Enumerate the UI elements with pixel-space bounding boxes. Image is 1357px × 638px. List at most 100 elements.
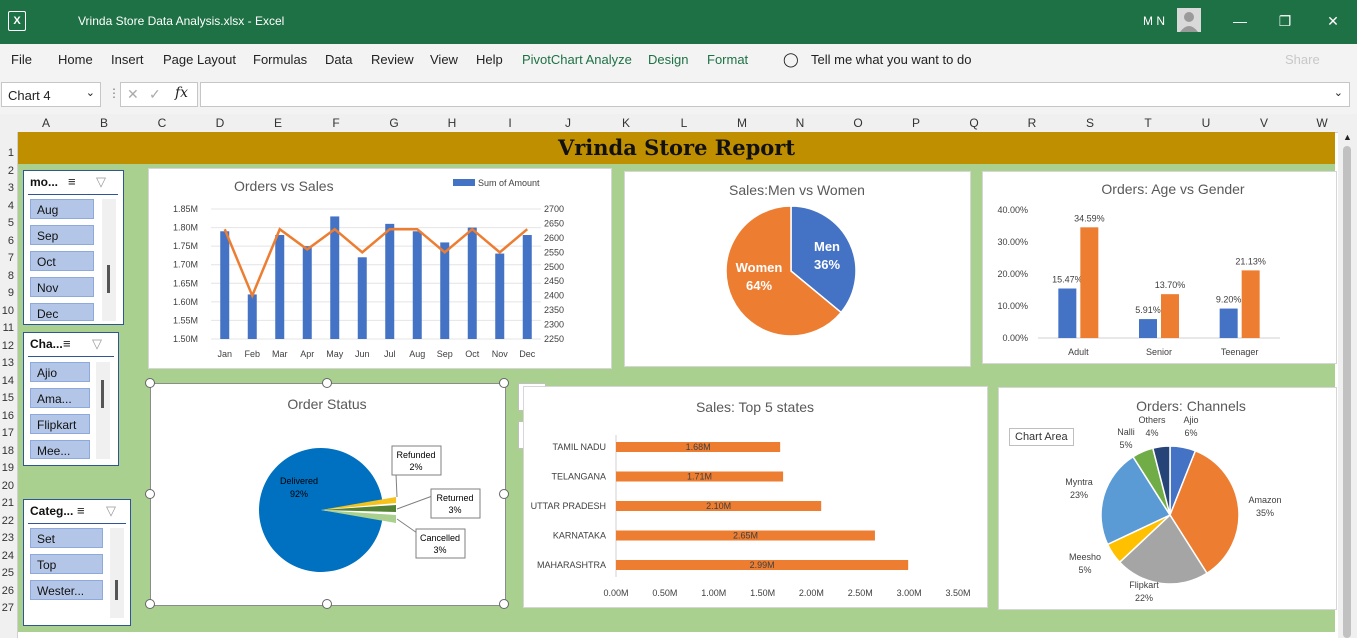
tab-help[interactable]: Help [476,52,503,67]
tab-page-layout[interactable]: Page Layout [163,52,237,67]
column-header[interactable]: L [680,116,688,130]
row-header[interactable]: 17 [1,427,14,439]
column-header[interactable]: G [389,116,399,130]
row-header[interactable]: 27 [1,602,14,614]
row-header[interactable]: 23 [1,532,14,544]
slicer-item[interactable]: Sep [30,225,94,245]
column-header[interactable]: B [99,116,108,130]
column-header[interactable]: W [1316,116,1328,130]
tab-design[interactable]: Design [648,52,689,67]
row-header[interactable]: 1 [7,147,14,159]
column-header[interactable]: Q [969,116,979,130]
column-header[interactable]: U [1201,116,1211,130]
avatar[interactable] [1177,8,1201,32]
column-header[interactable]: C [157,116,167,130]
resize-handle[interactable] [499,599,509,609]
tab-data[interactable]: Data [325,52,353,67]
column-header[interactable]: O [853,116,863,130]
column-header[interactable]: K [621,116,630,130]
row-header[interactable]: 16 [1,409,14,422]
column-header[interactable]: E [273,116,282,130]
column-header[interactable]: H [447,116,457,130]
row-header[interactable]: 24 [1,549,14,562]
scroll-thumb[interactable] [1343,146,1351,638]
resize-handle[interactable] [145,599,155,609]
chart-sales-top-states[interactable]: Sales: Top 5 states TAMIL NADU 1.68M TELAN… [523,386,988,608]
formula-input[interactable]: ⌄ [200,82,1350,107]
slicer-item[interactable]: Nov [30,277,94,297]
close-icon[interactable]: ✕ [1327,13,1339,29]
chart-order-status[interactable]: Order Status Delivered 92% Refunded 2% Retur… [150,383,506,606]
expand-formula-icon[interactable]: ⌄ [1333,87,1343,99]
resize-handle[interactable] [322,599,332,609]
column-header[interactable]: A [41,116,50,130]
row-header[interactable]: 18 [1,444,14,457]
confirm-icon[interactable]: ✓ [149,86,161,102]
tab-home[interactable]: Home [58,52,93,67]
scroll-thumb[interactable] [101,380,104,408]
slicer-item[interactable]: Mee... [30,440,90,459]
slicer-item[interactable]: Aug [30,199,94,219]
column-header[interactable]: F [332,116,340,130]
slicer-scrollbar[interactable] [96,362,110,459]
slicer-scrollbar[interactable] [110,528,124,618]
resize-handle[interactable] [499,378,509,388]
slicer-scrollbar[interactable] [102,199,116,321]
slicer-month[interactable]: mo... ≡ ▽ Aug Sep Oct Nov Dec [23,170,124,325]
resize-handle[interactable] [499,488,509,499]
multi-select-icon[interactable]: ≡ [77,503,85,518]
tab-formulas[interactable]: Formulas [253,52,308,67]
chart-orders-channels[interactable]: Orders: Channels Ajio 6% Amazon 35% Flipkart… [998,387,1337,610]
column-header[interactable]: R [1027,116,1037,130]
scroll-up-icon[interactable]: ▲ [1343,132,1352,142]
clear-filter-icon[interactable]: ▽ [106,503,116,518]
slicer-item[interactable]: Set [30,528,103,548]
tab-pivotchart-analyze[interactable]: PivotChart Analyze [522,52,632,67]
slicer-item[interactable]: Top [30,554,103,574]
user-initials[interactable]: M N [1143,14,1165,28]
slicer-item[interactable]: Wester... [30,580,103,600]
row-header[interactable]: 22 [1,514,14,527]
clear-filter-icon[interactable]: ▽ [96,174,106,189]
row-header[interactable]: 11 [2,322,14,334]
row-header[interactable]: 13 [1,357,14,369]
chart-orders-vs-sales[interactable]: Orders vs Sales Sum of Amount 1.50M 1.55M… [148,168,612,369]
row-header[interactable]: 7 [7,252,14,264]
column-header[interactable]: N [795,116,805,130]
row-header[interactable]: 21 [1,497,14,509]
row-header[interactable]: 25 [1,567,14,579]
resize-handle[interactable] [322,378,332,388]
row-header[interactable]: 5 [7,217,14,229]
column-header[interactable]: I [508,116,512,130]
tab-format[interactable]: Format [707,52,749,67]
row-header[interactable]: 9 [7,287,14,299]
tab-insert[interactable]: Insert [111,52,144,67]
multi-select-icon[interactable]: ≡ [68,174,76,189]
column-header[interactable]: T [1144,116,1152,130]
column-header[interactable]: J [565,116,571,130]
slicer-item[interactable]: Dec [30,303,94,321]
row-header[interactable]: 6 [7,234,14,247]
scroll-thumb[interactable] [115,580,118,600]
clear-filter-icon[interactable]: ▽ [92,336,102,351]
slicer-item[interactable]: Ajio [30,362,90,382]
vertical-scrollbar[interactable]: ▲ [1338,132,1357,638]
tab-review[interactable]: Review [371,52,414,67]
insert-function-icon[interactable]: fx [175,85,189,101]
row-header[interactable]: 12 [1,339,14,352]
cancel-icon[interactable]: ✕ [127,86,139,102]
tell-me-search[interactable]: Tell me what you want to do [811,52,972,67]
resize-handle[interactable] [145,378,155,388]
minimize-icon[interactable]: — [1233,13,1247,29]
chevron-down-icon[interactable]: ⌄ [85,87,95,99]
row-header[interactable]: 19 [1,462,14,474]
row-header[interactable]: 4 [7,199,14,212]
name-box[interactable]: Chart 4 ⌄ [1,82,101,107]
resize-handle[interactable] [145,488,155,499]
chart-sales-men-women[interactable]: Sales:Men vs Women Men 36% Women 64% [624,171,971,367]
column-header[interactable]: V [1259,116,1268,130]
tab-view[interactable]: View [430,52,458,67]
column-header[interactable]: S [1085,116,1094,130]
row-header[interactable]: 2 [7,164,14,177]
column-header[interactable]: P [911,116,920,130]
